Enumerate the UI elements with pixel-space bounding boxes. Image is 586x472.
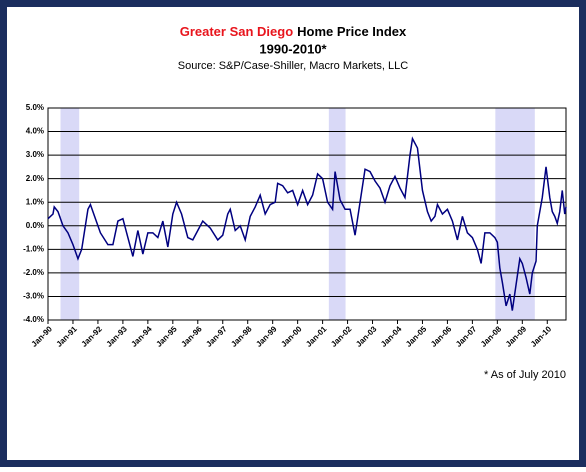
y-tick-label: 4.0% [26,127,44,136]
footnote: * As of July 2010 [484,369,566,381]
y-tick-label: -2.0% [23,268,44,277]
title-highlight: Greater San Diego [180,24,293,39]
recession-band [60,108,80,320]
recession-band [328,108,346,320]
panel [7,7,579,460]
line [47,136,567,311]
y-tick-label: 0.0% [26,221,44,230]
y-tick-label: 1.0% [26,197,44,206]
chart-title: Greater San Diego Home Price Index [180,24,407,39]
y-tick-label: 2.0% [26,174,44,183]
source: Source: S&P/Case-Shiller, Macro Markets,… [178,60,409,72]
y-tick-label: 3.0% [26,150,44,159]
subtitle: 1990-2010* [259,41,327,56]
y-tick-label: -1.0% [23,244,44,253]
plot-border [47,107,567,321]
y-tick-label: 5.0% [26,103,44,112]
title-rest: Home Price Index [297,24,407,39]
y-tick-label: -3.0% [23,292,44,301]
y-tick-label: -4.0% [23,315,44,324]
